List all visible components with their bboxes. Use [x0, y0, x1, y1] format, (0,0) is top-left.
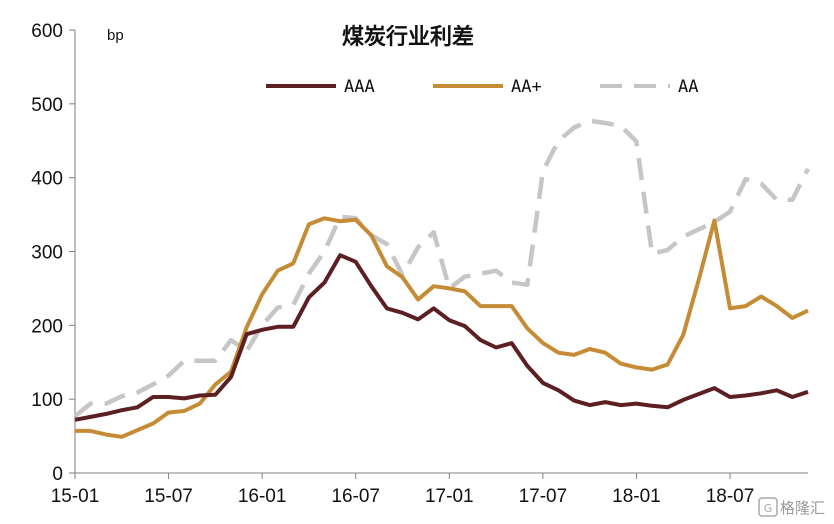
watermark-logo-icon: [758, 497, 778, 517]
series-line-aa: [73, 118, 811, 418]
y-tick-label: 600: [31, 21, 63, 42]
y-tick-label: 0: [52, 464, 63, 485]
x-axis-ticks: 15-01 15-07 16-01 16-07 17-01 17-07 18-01 18-07: [51, 473, 755, 507]
y-tick-label: 500: [31, 95, 63, 116]
watermark-logo-glyph: G: [764, 502, 773, 515]
series-layer: [73, 118, 811, 439]
x-tick-label: 15-01: [51, 486, 100, 507]
x-tick-label: 18-07: [706, 486, 755, 507]
x-tick-label: 17-01: [425, 486, 474, 507]
series-line-aaa: [74, 253, 809, 422]
plot-area: 0 100 200 300 400 500 600 15-01 15-07 16-01 16-07…: [31, 21, 811, 507]
legend-label: AA+: [511, 77, 542, 97]
y-tick-label: 200: [31, 316, 63, 337]
watermark: G 格隆汇: [758, 497, 825, 517]
y-tick-label: 400: [31, 169, 63, 190]
legend: AAA AA+ AA: [266, 77, 698, 97]
legend-label: AA: [678, 77, 698, 97]
x-tick-label: 15-07: [144, 486, 193, 507]
chart-title: 煤炭行业利差: [342, 24, 474, 50]
series-line-aa-plus: [75, 216, 809, 439]
y-axis-ticks: 0 100 200 300 400 500 600: [31, 21, 75, 485]
x-tick-label: 18-01: [612, 486, 661, 507]
y-tick-label: 100: [31, 390, 63, 411]
legend-label: AAA: [344, 77, 375, 97]
watermark-text: 格隆汇: [780, 499, 825, 517]
x-tick-label: 16-01: [238, 486, 287, 507]
x-tick-label: 16-07: [331, 486, 380, 507]
y-axis-unit-label: bp: [107, 27, 124, 44]
y-tick-label: 300: [31, 243, 63, 264]
x-tick-label: 17-07: [519, 486, 568, 507]
